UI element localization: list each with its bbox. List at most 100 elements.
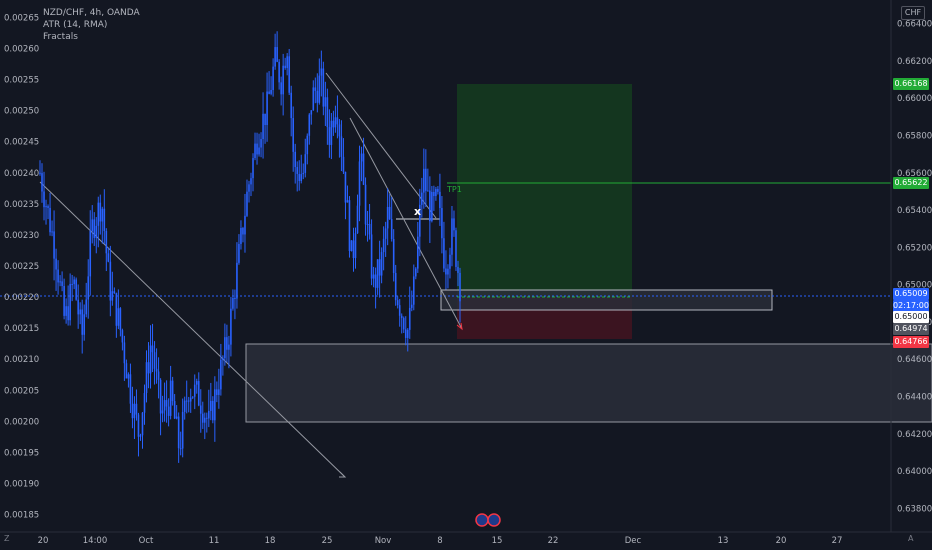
zoom-icon[interactable]: Z	[4, 534, 10, 543]
candle	[404, 316, 407, 346]
candle	[43, 171, 45, 221]
candle	[199, 389, 202, 433]
right-axis-tick-4: 0.65600	[897, 169, 932, 179]
candle	[340, 120, 343, 172]
time-axis-tick-9: 22	[548, 536, 559, 546]
candle	[350, 240, 353, 252]
candle	[201, 401, 204, 429]
candle	[240, 220, 242, 250]
candle	[408, 286, 411, 339]
candle	[129, 363, 132, 413]
right-price-axis[interactable]: 0.66400 0.66200 0.66000 0.65800 0.65600 0.654…	[897, 20, 932, 515]
candle	[262, 92, 264, 159]
indicator-fractals-label[interactable]: Fractals	[43, 32, 78, 42]
candle	[266, 72, 268, 142]
candle	[352, 227, 355, 272]
candle	[338, 119, 341, 158]
candle	[127, 372, 130, 388]
time-axis-tick-0: 20	[38, 536, 49, 546]
candle	[103, 189, 106, 245]
candle	[378, 240, 381, 298]
candle	[210, 382, 212, 421]
demand-zone-box[interactable]	[245, 343, 932, 423]
candle	[179, 431, 182, 456]
candle	[59, 275, 61, 287]
candle	[276, 31, 278, 63]
trendline-long-arrowhead	[339, 471, 347, 478]
candle	[81, 299, 84, 354]
candle	[402, 316, 405, 333]
left-axis-tick-2: 0.00255	[4, 76, 39, 86]
candle	[87, 259, 90, 319]
candle	[274, 33, 276, 70]
candle	[187, 396, 190, 413]
candle	[304, 138, 307, 178]
trendline-lower[interactable]	[349, 117, 463, 330]
candle	[334, 105, 337, 133]
candle	[270, 76, 272, 96]
time-axis-tick-1: 14:00	[83, 536, 108, 546]
candle	[91, 205, 94, 244]
candle	[414, 267, 417, 280]
candle	[441, 196, 443, 254]
candle	[300, 154, 303, 184]
candle	[191, 396, 194, 400]
candle	[248, 180, 250, 203]
candle	[254, 132, 256, 161]
left-price-axis[interactable]: 0.00265 0.00260 0.00255 0.00250 0.00245 0.002…	[4, 13, 39, 520]
candle	[320, 50, 323, 97]
time-axis-tick-5: 25	[322, 536, 333, 546]
trendline-upper[interactable]	[325, 72, 437, 219]
nz-flag-icon[interactable]	[475, 513, 489, 527]
candle	[39, 160, 41, 176]
right-axis-tick-9: 0.64600	[897, 355, 932, 365]
candle	[278, 59, 280, 90]
candle	[256, 132, 258, 165]
price-label-2: 0.65009	[893, 288, 929, 300]
nz-flag-icon-2[interactable]	[487, 513, 501, 527]
candle	[312, 80, 315, 111]
candle	[105, 228, 108, 272]
candle	[115, 292, 118, 338]
candle	[326, 88, 329, 145]
candle	[61, 271, 63, 292]
candle	[53, 210, 55, 281]
candle	[185, 380, 188, 414]
marker-x-label: x	[414, 205, 421, 218]
candle	[101, 206, 104, 244]
candle	[280, 76, 282, 106]
candle	[296, 161, 299, 192]
symbol-title[interactable]: NZD/CHF, 4h, OANDA	[43, 8, 140, 18]
candle	[109, 245, 112, 317]
auto-scale-button[interactable]: A	[908, 534, 914, 543]
candle	[119, 307, 122, 337]
candle	[234, 289, 236, 320]
currency-button[interactable]: CHF	[901, 6, 925, 20]
indicator-atr-label[interactable]: ATR (14, RMA)	[43, 20, 108, 30]
right-axis-tick-7: 0.65000	[897, 281, 932, 291]
candle	[141, 412, 144, 449]
candle	[79, 302, 81, 325]
candle	[183, 396, 186, 420]
candle	[189, 388, 192, 413]
event-flags[interactable]	[475, 513, 501, 527]
candle	[318, 58, 321, 105]
time-axis[interactable]: 20 14:00 Oct 11 18 25 Nov 8 15 22 Dec 13 20 27	[38, 536, 843, 546]
entry-zone-box[interactable]	[440, 289, 773, 311]
profit-zone[interactable]	[457, 84, 632, 297]
right-axis-tick-10: 0.64400	[897, 393, 932, 403]
candle	[205, 412, 208, 433]
candle	[173, 394, 176, 420]
left-axis-tick-4: 0.00245	[4, 138, 39, 148]
candle	[153, 341, 156, 385]
candle	[246, 179, 248, 218]
candle	[175, 405, 178, 420]
candle	[431, 186, 433, 223]
candle	[67, 285, 69, 326]
candlestick-series[interactable]	[39, 31, 461, 463]
candle	[203, 412, 206, 440]
left-axis-tick-14: 0.00195	[4, 448, 39, 458]
candle	[348, 196, 351, 258]
candle	[410, 290, 413, 312]
